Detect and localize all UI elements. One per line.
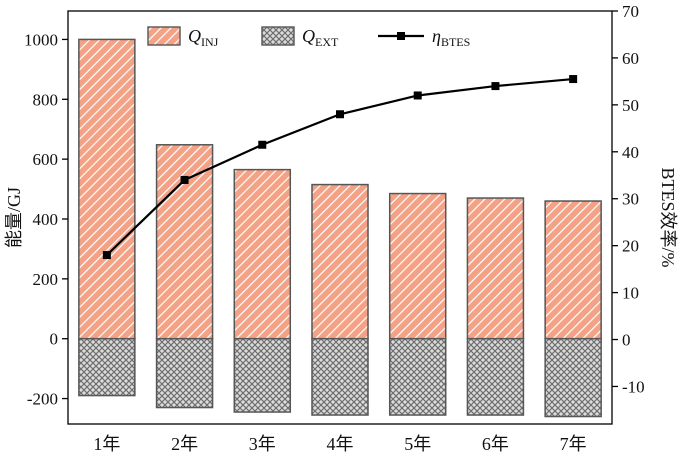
bar-qinj-1年: [78, 38, 136, 340]
x-tick-label: 7年: [560, 434, 587, 454]
right-tick-label: 50: [622, 96, 639, 115]
left-tick-label: 0: [50, 330, 59, 349]
right-tick-label: 30: [622, 190, 639, 209]
bar-qext-6年: [466, 337, 525, 416]
bar-qinj-5年: [388, 192, 447, 340]
right-axis-title: BTES效率/%: [658, 167, 678, 267]
bar-qext-4年: [311, 337, 369, 416]
bar-qinj-6年: [466, 197, 525, 340]
x-tick-label: 5年: [404, 434, 431, 454]
x-tick-label: 2年: [171, 434, 198, 454]
efficiency-marker: [413, 91, 422, 100]
bar-qext-3年: [233, 337, 292, 413]
legend-marker-sample: [397, 32, 405, 40]
efficiency-marker: [336, 110, 344, 119]
left-tick-label: 200: [33, 270, 59, 289]
right-tick-label: 0: [622, 331, 631, 350]
legend-swatch-inj: [147, 26, 181, 46]
bar-qinj-7年: [544, 200, 602, 340]
bar-qinj-4年: [311, 183, 369, 340]
efficiency-marker: [102, 251, 111, 260]
left-tick-label: 1000: [24, 30, 58, 49]
left-tick-label: 400: [33, 210, 59, 229]
bar-qinj-2年: [155, 144, 214, 340]
x-tick-label: 1年: [93, 434, 120, 454]
right-tick-label: 70: [622, 2, 639, 21]
right-tick-label: 40: [622, 143, 639, 162]
left-tick-label: 800: [33, 90, 59, 109]
x-tick-label: 3年: [249, 434, 276, 454]
efficiency-marker: [258, 140, 267, 149]
efficiency-marker: [180, 175, 189, 184]
bar-qinj-3年: [233, 168, 292, 340]
right-tick-label: 20: [622, 237, 639, 256]
left-tick-label: 600: [33, 150, 59, 169]
bar-qext-1年: [78, 337, 136, 397]
left-axis-title: 能量/GJ: [4, 187, 24, 248]
legend-swatch-ext: [261, 26, 295, 46]
left-tick-label: -200: [27, 390, 58, 409]
x-tick-label: 4年: [327, 434, 354, 454]
legend-label-inj: QINJ: [188, 26, 219, 49]
right-tick-label: 10: [622, 284, 639, 303]
bar-qext-5年: [388, 337, 447, 416]
efficiency-marker: [491, 82, 500, 91]
legend-label-ext: QEXT: [302, 26, 339, 49]
legend-label-btes: ηBTES: [432, 26, 470, 49]
bar-qext-7年: [544, 337, 602, 418]
bar-qext-2年: [155, 337, 214, 409]
x-tick-label: 6年: [482, 434, 509, 454]
efficiency-marker: [569, 75, 578, 84]
right-tick-label: -10: [622, 377, 645, 396]
right-tick-label: 60: [622, 49, 639, 68]
